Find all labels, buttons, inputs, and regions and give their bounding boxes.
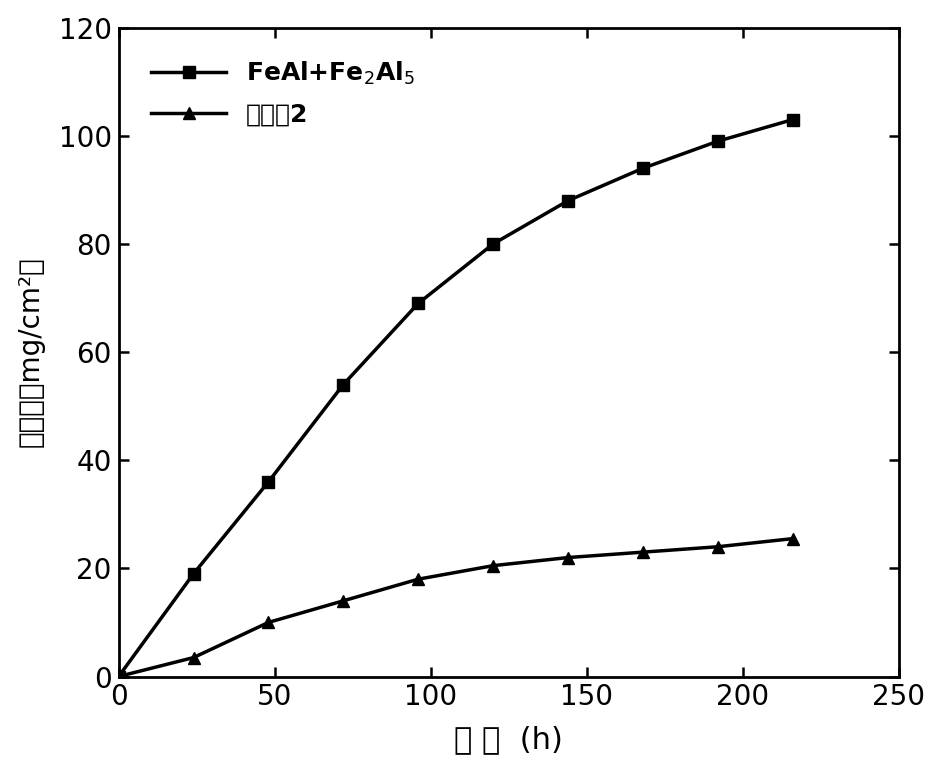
Legend: FeAl+Fe$_2$Al$_5$, 实施例2: FeAl+Fe$_2$Al$_5$, 实施例2	[131, 40, 435, 146]
Y-axis label: 增重量（mg/cm²）: 增重量（mg/cm²）	[17, 257, 44, 447]
X-axis label: 时 间  (h): 时 间 (h)	[454, 726, 563, 754]
